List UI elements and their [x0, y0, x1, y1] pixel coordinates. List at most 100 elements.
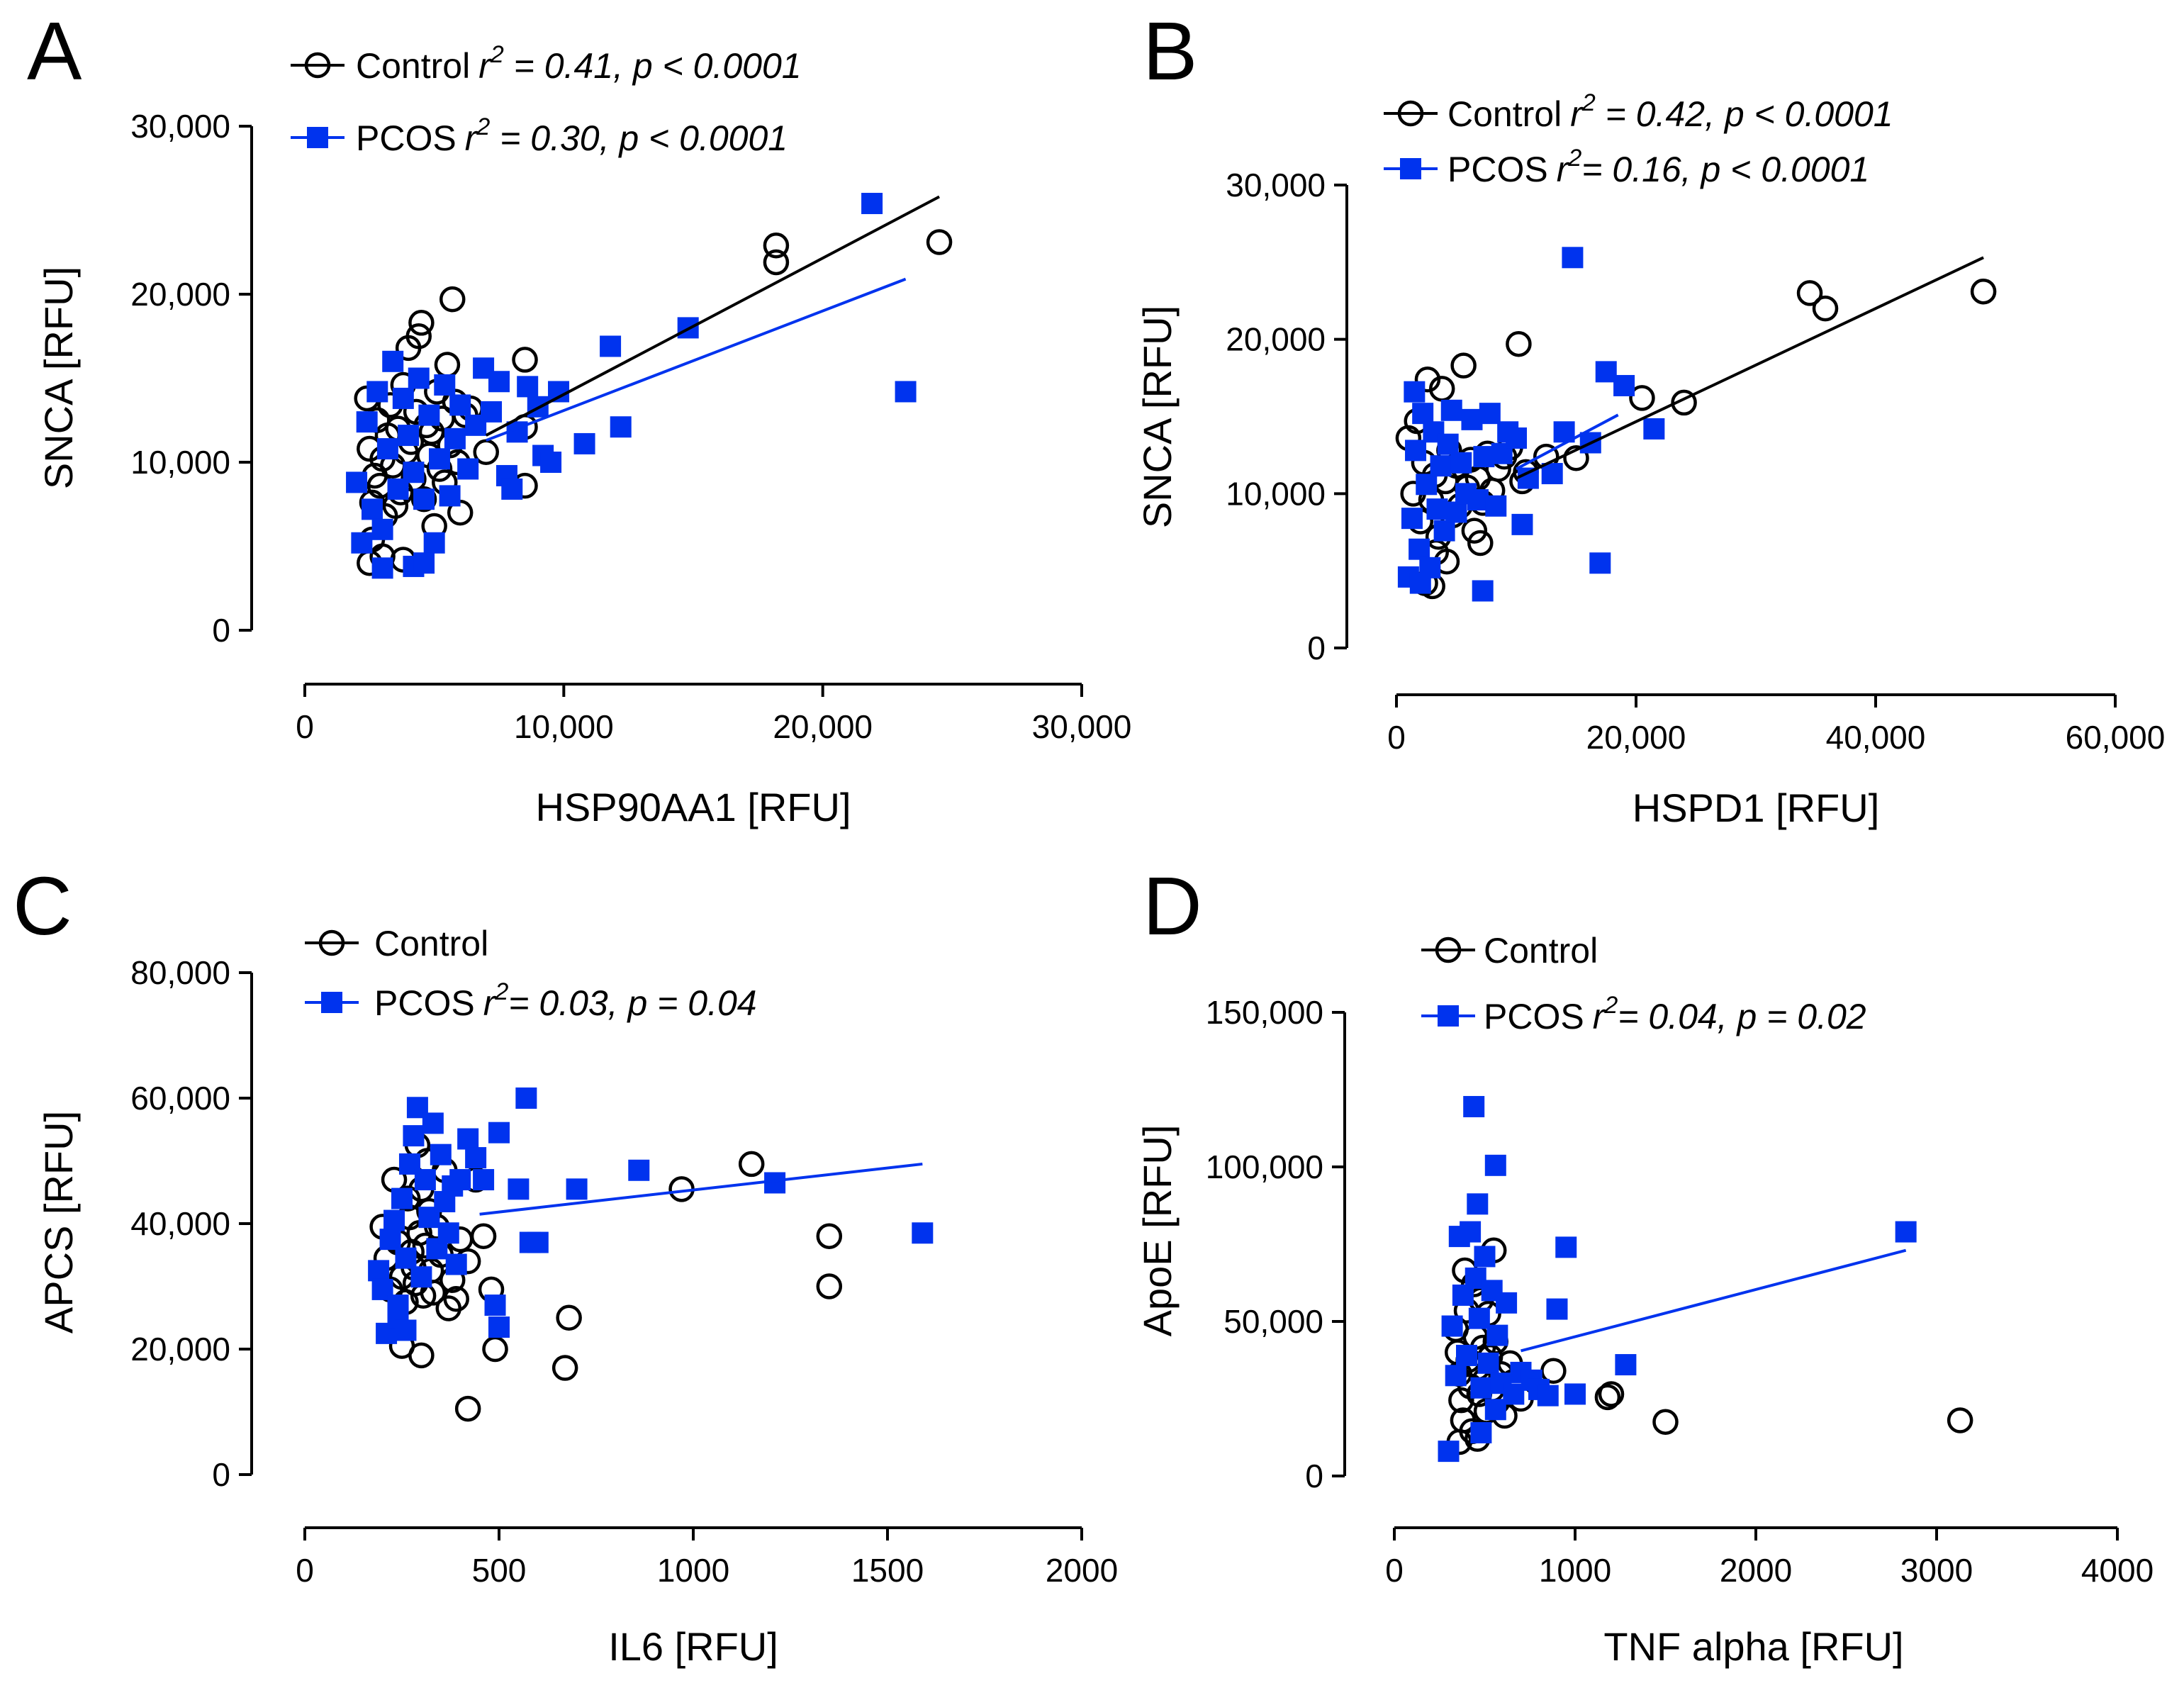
control-data-point — [1461, 518, 1488, 544]
x-axis-title: HSPD1 [RFU] — [1633, 785, 1880, 830]
pcos-data-point — [527, 1231, 549, 1253]
legend-series-name: PCOS — [356, 118, 457, 158]
pcos-data-point — [1467, 1193, 1489, 1215]
pcos-data-point — [410, 1266, 432, 1288]
x-tick-label: 2000 — [1720, 1552, 1792, 1589]
control-data-point — [1812, 295, 1839, 322]
legend-series-name: PCOS — [374, 983, 475, 1023]
series-pcos — [368, 1087, 934, 1344]
y-axis-title: SNCA [RFU] — [36, 267, 81, 489]
pcos-data-point — [895, 381, 917, 403]
control-data-point — [1629, 385, 1655, 411]
series-control — [1443, 1237, 1973, 1455]
control-data-point — [439, 286, 466, 313]
pcos-data-point — [1506, 427, 1527, 449]
legend-series-name: PCOS — [1484, 997, 1584, 1036]
legend-control-marker — [1435, 936, 1462, 963]
pcos-data-point — [449, 394, 471, 416]
pcos-data-point — [449, 1169, 471, 1191]
pcos-data-point — [1467, 489, 1489, 511]
pcos-data-point — [1437, 433, 1459, 455]
x-axis-title: TNF alpha [RFU] — [1603, 1624, 1903, 1669]
legend-label: Control r2 = 0.42, p < 0.0001 — [1447, 89, 1893, 134]
pcos-data-point — [508, 1178, 530, 1200]
legend-pcos-marker — [321, 992, 342, 1013]
pcos-data-point — [368, 1260, 390, 1282]
control-data-point — [408, 1342, 435, 1369]
pcos-data-point — [418, 404, 440, 426]
control-data-point — [556, 1304, 582, 1331]
series-control — [1395, 278, 1997, 600]
control-data-point — [1450, 352, 1477, 379]
control-data-point — [405, 323, 432, 350]
pcos-data-point — [1445, 501, 1467, 523]
legend-stat-r: r — [1570, 94, 1584, 134]
pcos-data-point — [414, 1169, 436, 1191]
legend-stat-superscript: 2 — [494, 978, 508, 1005]
control-data-point — [434, 352, 461, 378]
pcos-fit-line — [479, 1162, 923, 1216]
pcos-data-point — [1537, 1385, 1559, 1407]
pcos-data-point — [912, 1222, 934, 1244]
panel-a: A 0 10,000 20,000 30,000 0 10,000 20,000 30,000 H… — [27, 5, 1131, 829]
pcos-data-point — [515, 1087, 537, 1109]
legend-label: Control — [1484, 931, 1598, 971]
legend-stat-superscript: 2 — [476, 113, 490, 140]
x-tick-label: 0 — [1385, 1552, 1404, 1589]
pcos-data-point — [346, 471, 368, 493]
series-pcos — [346, 193, 917, 579]
legend-stat-superscript: 2 — [1581, 89, 1596, 116]
pcos-data-point — [1468, 1307, 1490, 1329]
pcos-data-point — [600, 335, 622, 357]
legend-stat-value: = 0.30, p < 0.0001 — [490, 118, 788, 158]
pcos-data-point — [371, 518, 393, 540]
y-tick-label: 0 — [212, 1456, 230, 1493]
pcos-data-point — [392, 387, 414, 409]
x-tick-label: 10,000 — [514, 708, 614, 745]
pcos-data-point — [1564, 1383, 1586, 1405]
pcos-data-point — [356, 411, 378, 433]
control-data-point — [470, 1223, 497, 1249]
legend-pcos-marker — [1438, 1005, 1459, 1027]
x-tick-label: 30,000 — [1032, 708, 1132, 745]
legend-series-name: Control — [374, 924, 488, 963]
legend-label: PCOS r2= 0.03, p = 0.04 — [374, 978, 757, 1023]
legend-label: Control r2 = 0.41, p < 0.0001 — [356, 41, 802, 86]
legend-series-name: Control — [1447, 94, 1562, 134]
legend-label: PCOS r2= 0.04, p = 0.02 — [1484, 992, 1866, 1036]
x-tick-label: 0 — [1387, 719, 1406, 756]
pcos-data-point — [488, 1316, 510, 1338]
pcos-data-point — [1456, 1344, 1477, 1366]
control-data-point — [1970, 278, 1997, 305]
control-data-point — [410, 486, 437, 513]
x-tick-label: 500 — [472, 1552, 527, 1589]
x-tick-label: 1000 — [657, 1552, 729, 1589]
pcos-data-point — [371, 557, 393, 579]
pcos-data-point — [628, 1159, 650, 1181]
pcos-data-point — [366, 381, 388, 403]
legend-stat-r: r — [1557, 150, 1570, 189]
control-data-point — [473, 439, 499, 466]
control-data-point — [482, 1336, 508, 1363]
pcos-data-point — [1511, 513, 1533, 535]
control-data-point — [1594, 1384, 1621, 1411]
pcos-data-point — [484, 1295, 506, 1316]
pcos-data-point — [488, 371, 510, 393]
control-data-point — [763, 233, 790, 259]
legend-stat-r: r — [483, 983, 497, 1023]
legend-stat-superscript: 2 — [1603, 992, 1618, 1019]
control-data-point — [1563, 445, 1589, 471]
pcos-data-point — [379, 1229, 401, 1251]
control-data-point — [763, 249, 790, 276]
pcos-data-point — [434, 374, 456, 396]
pcos-data-point — [473, 1169, 495, 1191]
pcos-data-point — [1405, 440, 1427, 462]
pcos-data-point — [408, 367, 430, 389]
y-axis-title: SNCA [RFU] — [1135, 306, 1180, 528]
control-data-point — [420, 1280, 447, 1306]
pcos-data-point — [422, 1112, 444, 1134]
pcos-data-point — [403, 1125, 425, 1147]
legend-stat-r: r — [478, 46, 492, 86]
legend-stat-superscript: 2 — [490, 41, 504, 68]
series-pcos — [1438, 1095, 1917, 1463]
